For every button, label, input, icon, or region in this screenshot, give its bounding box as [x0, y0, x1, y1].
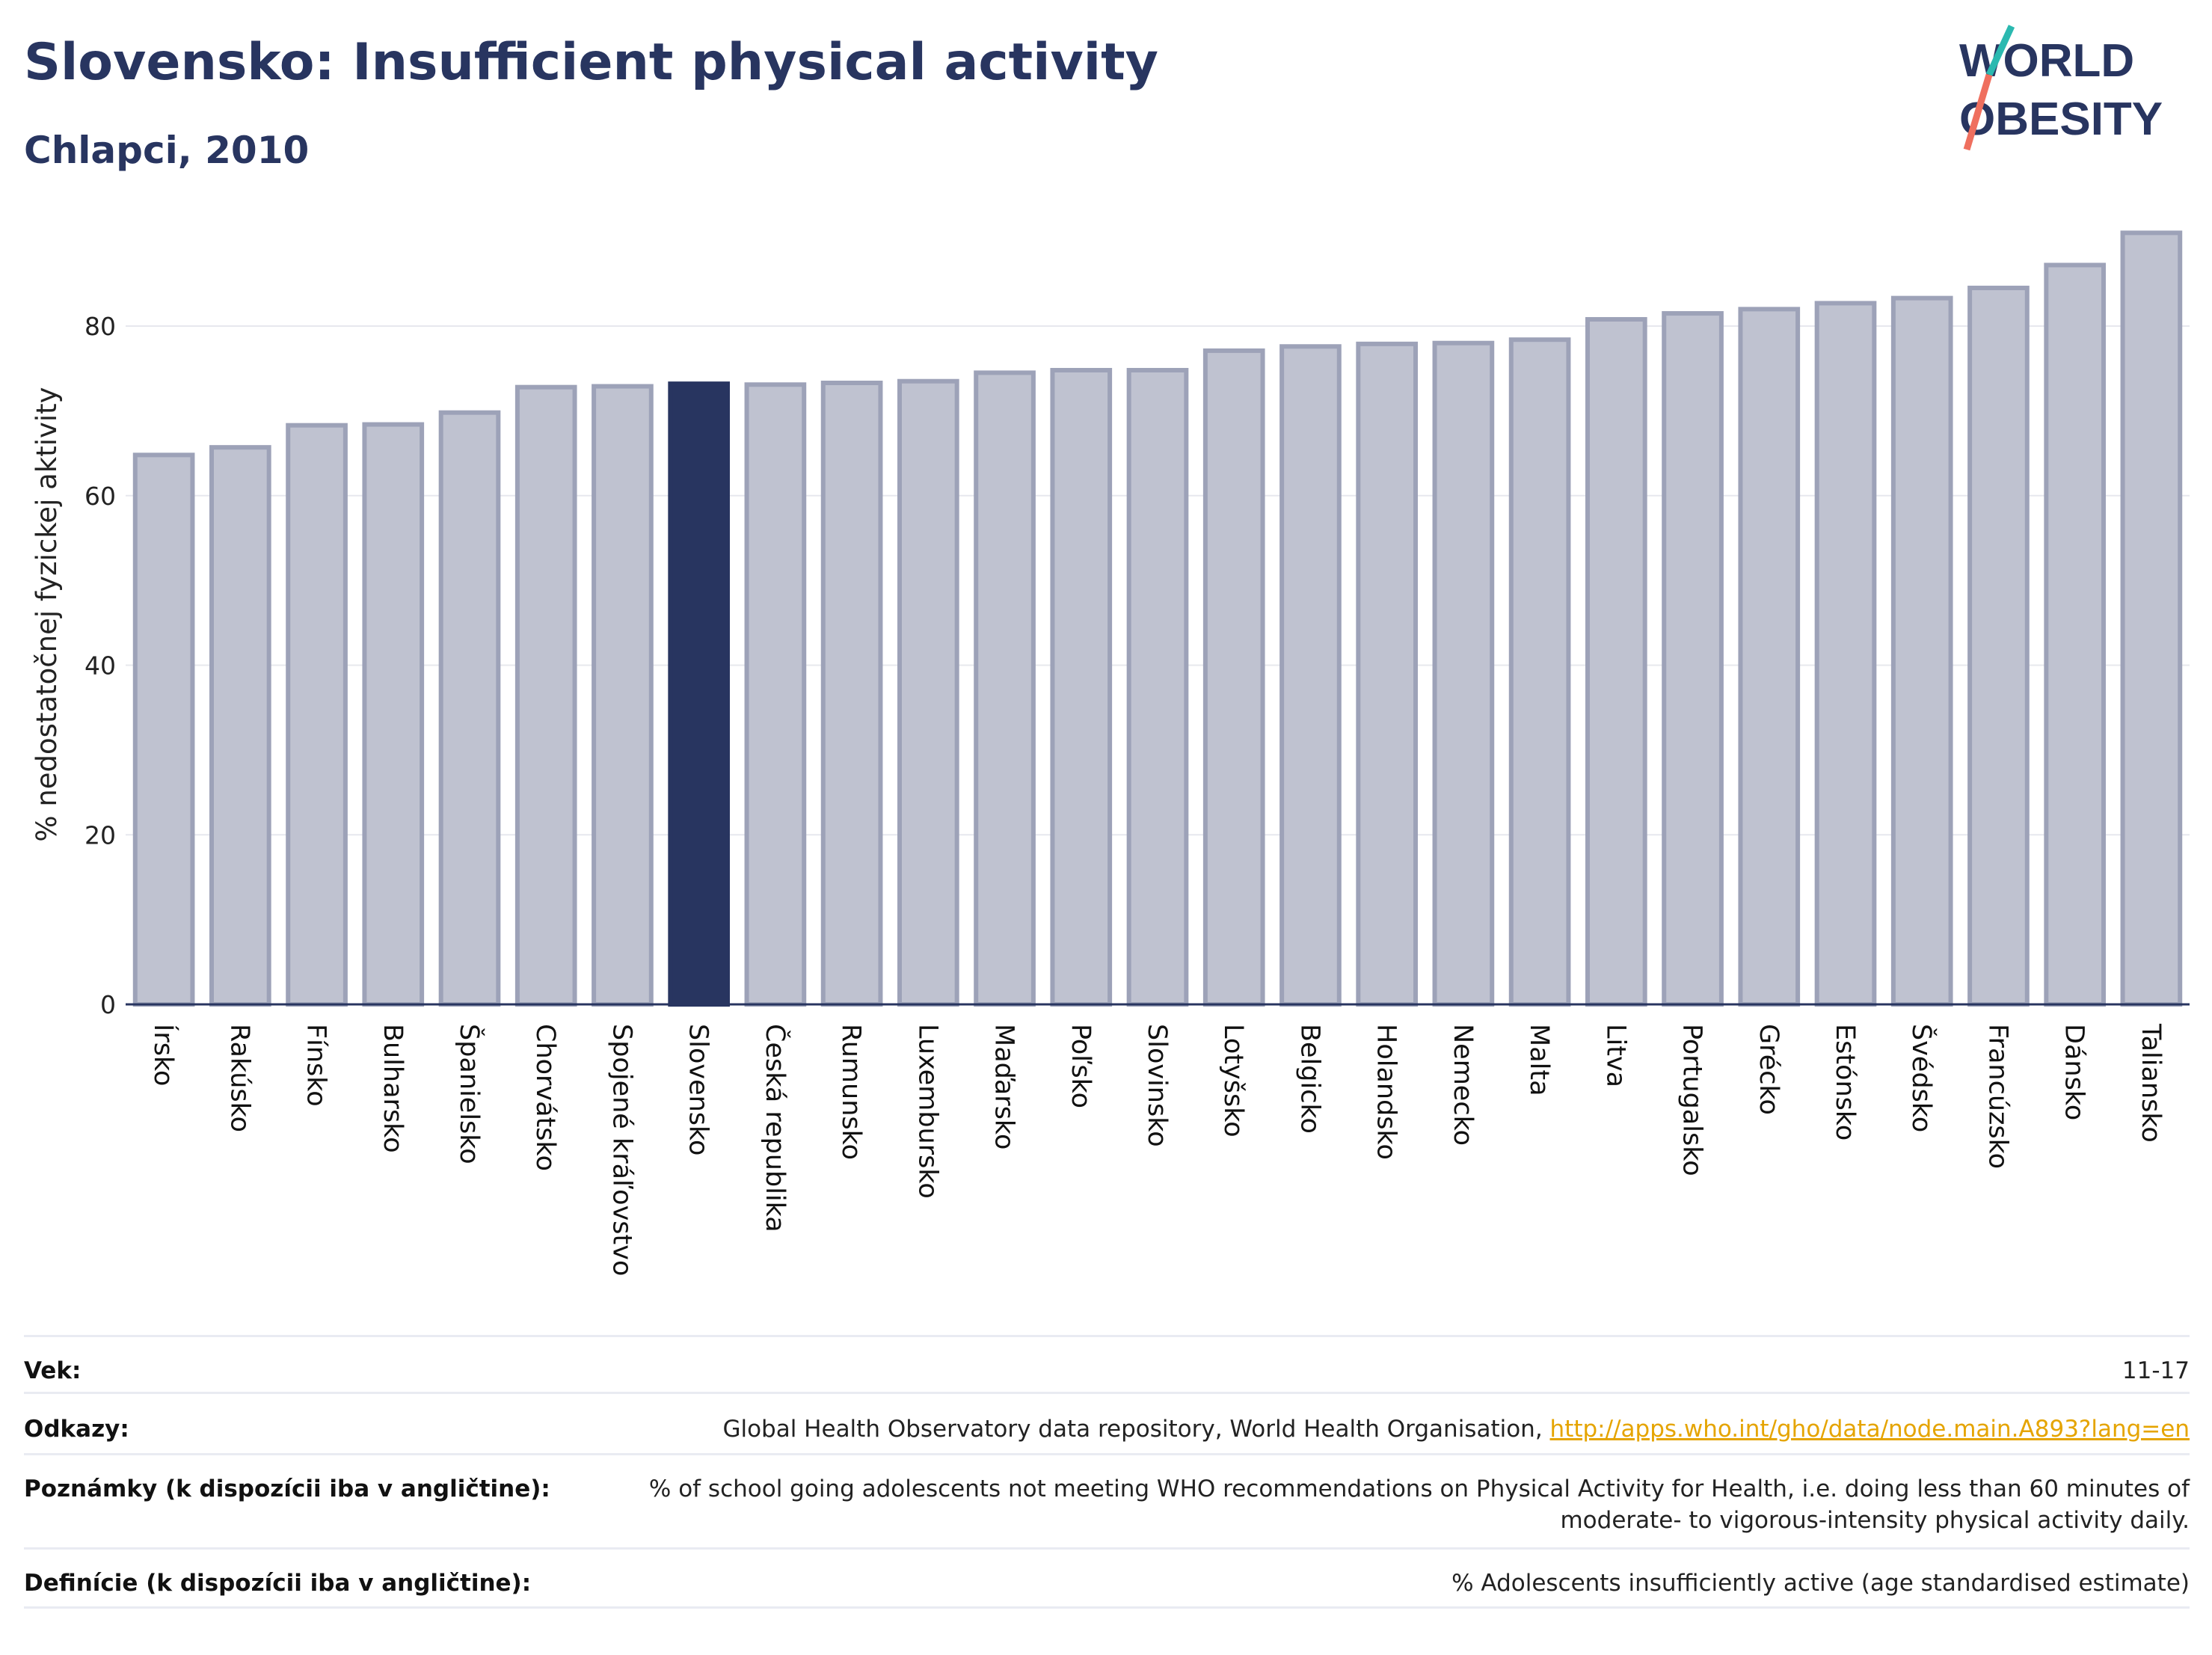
meta-row-defs: Definície (k dispozícii iba v angličtine…	[24, 1547, 2190, 1609]
bar-12	[1050, 367, 1113, 1007]
defs-label: Definície (k dispozícii iba v angličtine…	[24, 1570, 532, 1597]
x-tick-label: Lotyšsko	[1218, 1024, 1248, 1137]
x-tick-label: Litva	[1600, 1024, 1630, 1087]
x-tick-label: Švédsko	[1906, 1024, 1938, 1132]
bar-6	[592, 384, 654, 1007]
bar-4	[438, 410, 501, 1007]
bar-16	[1356, 341, 1419, 1007]
x-tick-label: Poľsko	[1066, 1024, 1096, 1108]
meta-row-notes: Poznámky (k dispozícii iba v angličtine)…	[24, 1453, 2190, 1547]
chart-title: Slovensko: Insufficient physical activit…	[24, 33, 1158, 92]
age-label: Vek:	[24, 1357, 82, 1384]
x-tick-label: Fínsko	[301, 1024, 331, 1107]
age-value: 11-17	[2122, 1357, 2190, 1384]
refs-value: Global Health Observatory data repositor…	[722, 1413, 2190, 1445]
x-tick-label: Írsko	[148, 1024, 179, 1086]
bar-7	[668, 381, 730, 1007]
y-axis-label: % nedostatočnej fyzickej aktivity	[31, 387, 63, 841]
bar-15	[1279, 344, 1342, 1007]
x-tick-label: Spojené kráľovstvo	[606, 1024, 636, 1276]
meta-row-refs: Odkazy: Global Health Observatory data r…	[24, 1392, 2190, 1453]
x-tick-label: Česká republika	[760, 1024, 791, 1232]
bar-3	[362, 422, 425, 1007]
x-tick-label: Rumunsko	[836, 1024, 866, 1160]
bar-18	[1508, 337, 1571, 1007]
x-tick-label: Maďarsko	[989, 1024, 1019, 1149]
x-tick-label: Slovinsko	[1142, 1024, 1172, 1147]
bar-2	[286, 423, 348, 1007]
meta-row-age: Vek: 11-17	[24, 1335, 2190, 1392]
chart-subtitle: Chlapci, 2010	[24, 129, 310, 172]
x-tick-label: Bulharsko	[378, 1024, 408, 1153]
x-tick-label: Estónsko	[1830, 1024, 1860, 1140]
bar-14	[1202, 348, 1265, 1007]
bar-21	[1738, 307, 1801, 1007]
world-obesity-logo: WORLD OBESITY	[1959, 25, 2163, 151]
notes-label: Poznámky (k dispozícii iba v angličtine)…	[24, 1476, 550, 1502]
bar-1	[209, 445, 271, 1007]
y-tick-label: 40	[85, 651, 116, 681]
x-tick-label: Francúzsko	[1982, 1024, 2012, 1169]
logo-slash-teal	[1985, 25, 2015, 76]
logo-line2: OBESITY	[1959, 93, 2163, 145]
bar-25	[2044, 262, 2106, 1007]
bar-17	[1432, 340, 1495, 1007]
bar-0	[132, 452, 195, 1007]
x-tick-label: Slovensko	[683, 1024, 713, 1155]
bar-26	[2120, 230, 2183, 1007]
refs-text: Global Health Observatory data repositor…	[722, 1416, 1550, 1443]
x-tick-label: Belgicko	[1294, 1024, 1324, 1134]
x-tick-label: Španielsko	[454, 1024, 485, 1164]
bar-9	[820, 381, 883, 1007]
bar-23	[1890, 295, 1953, 1007]
bar-19	[1585, 316, 1647, 1007]
bar-13	[1126, 367, 1189, 1007]
x-tick-label: Chorvátsko	[530, 1024, 560, 1171]
bar-11	[974, 370, 1036, 1007]
bar-10	[897, 378, 959, 1007]
x-tick-label: Dánsko	[2059, 1024, 2089, 1120]
bar-chart: 0 20 40 60 80 % nedostatočnej fyzickej aktivi…	[31, 230, 2190, 1276]
x-tick-label: Nemecko	[1448, 1024, 1478, 1146]
logo-slash-coral	[1963, 73, 1993, 151]
x-tick-label: Holandsko	[1371, 1024, 1401, 1160]
bar-5	[514, 384, 577, 1007]
x-tick-label: Luxembursko	[912, 1024, 942, 1199]
y-tick-label: 60	[85, 482, 116, 511]
x-tick-label: Portugalsko	[1677, 1024, 1707, 1176]
refs-label: Odkazy:	[24, 1416, 129, 1443]
defs-value: % Adolescents insufficiently active (age…	[1451, 1570, 2190, 1597]
bar-22	[1814, 301, 1877, 1007]
notes-value: % of school going adolescents not meetin…	[648, 1476, 2190, 1534]
bar-20	[1662, 311, 1724, 1007]
x-tick-label: Taliansko	[2136, 1023, 2166, 1143]
y-tick-label: 20	[85, 820, 116, 850]
y-tick-label: 0	[100, 990, 116, 1019]
refs-link[interactable]: http://apps.who.int/gho/data/node.main.A…	[1549, 1416, 2190, 1443]
metadata-table: Vek: 11-17 Odkazy: Global Health Observa…	[24, 1335, 2190, 1609]
bar-24	[1967, 286, 2030, 1007]
x-tick-label: Malta	[1524, 1024, 1554, 1096]
x-tick-label: Grécko	[1754, 1024, 1784, 1115]
y-tick-label: 80	[85, 312, 116, 341]
x-tick-label: Rakúsko	[224, 1024, 254, 1132]
bar-8	[744, 382, 807, 1007]
